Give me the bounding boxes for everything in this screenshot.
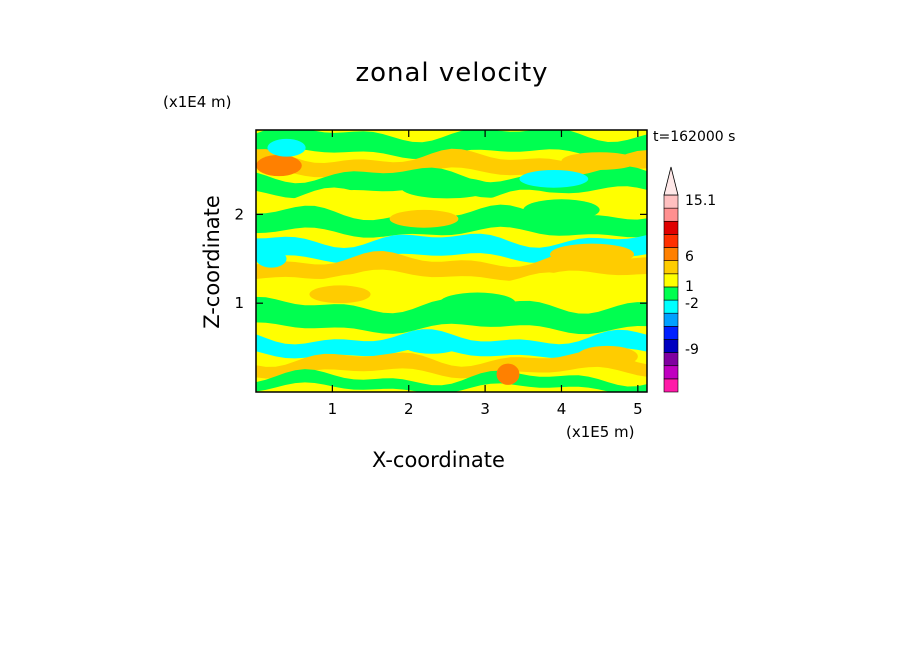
- colorbar-segment: [663, 260, 679, 275]
- x-tick-label: 5: [633, 400, 643, 418]
- colorbar-segment: [663, 352, 679, 367]
- colorbar-segment: [663, 299, 679, 314]
- field-blob: [439, 292, 516, 314]
- x-axis-label: X-coordinate: [372, 448, 505, 472]
- y-tick-label: 1: [234, 294, 244, 312]
- field-blob: [256, 249, 287, 268]
- field-band: [256, 296, 647, 335]
- field-blob: [401, 332, 463, 354]
- field-blob: [496, 363, 520, 385]
- y-axis-unit-label: (x1E4 m): [163, 93, 232, 111]
- field-band: [256, 350, 647, 379]
- field-band: [256, 233, 647, 264]
- field-band: [256, 130, 647, 160]
- velocity-field: [256, 130, 647, 392]
- x-tick-label: 3: [480, 400, 490, 418]
- time-label: t=162000 s: [653, 129, 736, 145]
- colorbar-segment: [663, 273, 679, 288]
- colorbar-label: 1: [685, 279, 694, 295]
- colorbar-segment: [663, 286, 679, 301]
- colorbar-segment: [663, 194, 679, 209]
- field-blob: [561, 152, 638, 170]
- x-axis-unit-label: (x1E5 m): [566, 423, 635, 441]
- field-blob: [256, 154, 302, 177]
- colorbar-label: -9: [685, 342, 699, 358]
- colorbar-extend-arrow: [663, 166, 679, 196]
- colorbar-segment: [663, 234, 679, 248]
- colorbar-label: 6: [685, 249, 694, 265]
- x-tick-label: 4: [557, 400, 567, 418]
- x-tick-label: 2: [404, 400, 414, 418]
- field-blob: [519, 169, 589, 188]
- axis-ticks: 1 2 3 4 5 1 2: [234, 130, 647, 418]
- colorbar-label: -2: [685, 296, 699, 312]
- colorbar-segment: [663, 339, 679, 353]
- chart-title: zonal velocity: [355, 58, 549, 88]
- field-blob: [550, 243, 635, 265]
- field-band: [256, 272, 647, 305]
- field-blob: [523, 199, 600, 221]
- colorbar-segment: [663, 312, 679, 327]
- field-blob: [389, 209, 459, 228]
- plot-frame: [255, 129, 648, 393]
- field-blob: [576, 345, 638, 368]
- field-blob: [267, 138, 306, 157]
- colorbar-segment: [663, 365, 679, 380]
- field-blob: [309, 285, 371, 304]
- colorbar-label: 15.1: [685, 193, 716, 209]
- field-band: [256, 187, 647, 218]
- colorbar-segment: [663, 220, 679, 235]
- field-band: [256, 369, 647, 392]
- colorbar-segment: [663, 378, 679, 393]
- x-tick-label: 1: [328, 400, 338, 418]
- colorbar-segment: [663, 326, 679, 340]
- colorbar-segment: [663, 247, 679, 261]
- y-tick-label: 2: [234, 205, 244, 223]
- colorbar-segment: [663, 207, 679, 222]
- colorbar: 15.1 6 1-2 -9: [663, 166, 716, 393]
- field-blob: [401, 177, 493, 199]
